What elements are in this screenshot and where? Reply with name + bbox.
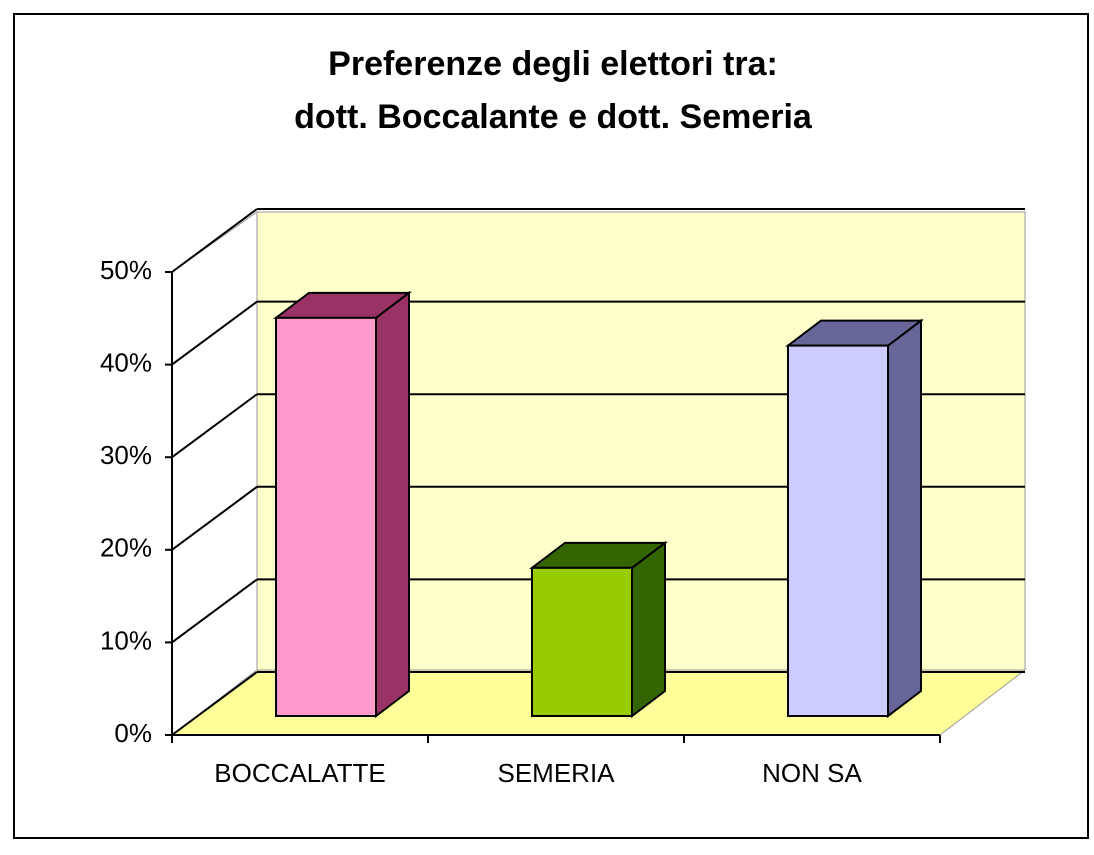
y-tick-label: 0% [114,718,152,748]
y-tick-label: 20% [100,533,152,563]
bar [787,344,889,717]
grid-line [171,671,258,736]
bar-side [887,318,922,719]
bar-side [631,540,666,719]
bar-side [375,290,410,719]
grid-line [171,300,258,366]
bar [531,566,633,718]
grid-line [171,485,258,551]
y-tick-label: 10% [100,625,152,655]
bar [275,316,377,717]
y-tick-label: 40% [100,347,152,377]
x-tick-label: NON SA [762,758,862,788]
grid-line [171,578,258,644]
grid-line [171,393,258,459]
grid-line [171,208,258,273]
y-tick-label: 50% [100,255,152,285]
chart-title: Preferenze degli elettori tra: [328,45,778,83]
chart-title: dott. Boccalante e dott. Semeria [294,98,813,136]
y-tick-label: 30% [100,440,152,470]
side-wall [171,211,258,737]
x-tick-label: SEMERIA [497,758,615,788]
x-tick-label: BOCCALATTE [214,758,385,788]
